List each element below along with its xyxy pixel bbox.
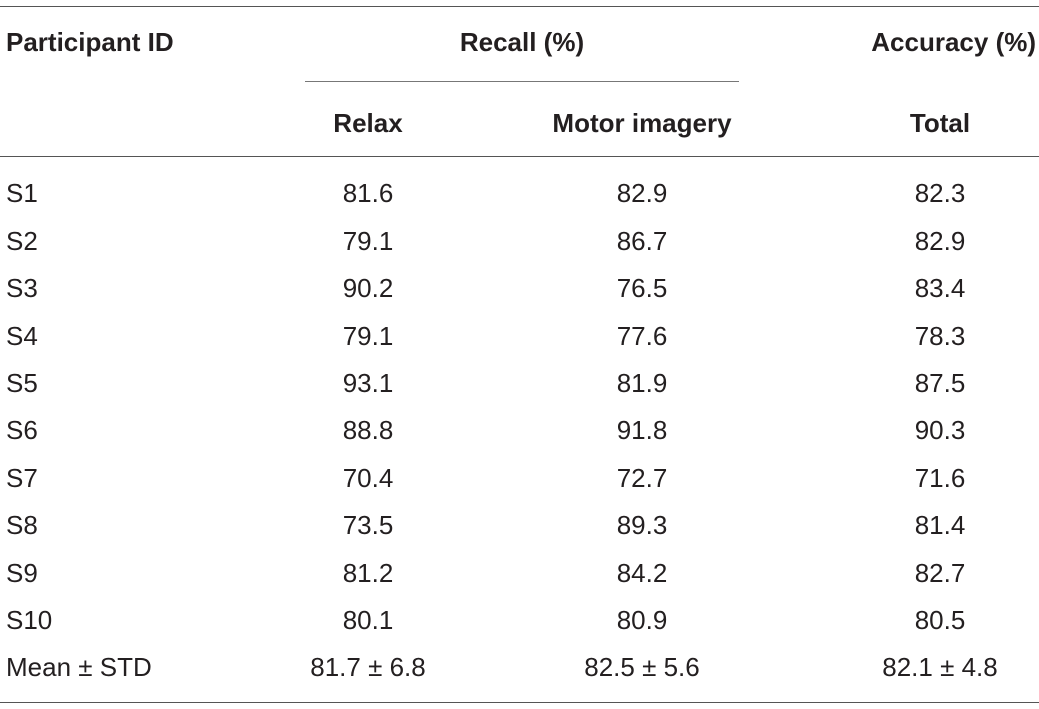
cell-total: 82.9 bbox=[914, 226, 966, 256]
header-bottom-rule bbox=[0, 156, 1039, 157]
cell-participant-id: S4 bbox=[6, 321, 38, 351]
cell-motor-imagery: 77.6 bbox=[616, 321, 668, 351]
cell-motor-imagery: 82.5 ± 5.6 bbox=[584, 652, 700, 682]
cell-participant-id: S3 bbox=[6, 273, 38, 303]
cell-motor-imagery: 80.9 bbox=[616, 605, 668, 635]
cell-participant-id: S9 bbox=[6, 558, 38, 588]
cell-relax: 81.6 bbox=[342, 178, 394, 208]
cell-relax: 80.1 bbox=[342, 605, 394, 635]
cell-relax: 93.1 bbox=[342, 368, 394, 398]
cell-total: 83.4 bbox=[914, 273, 966, 303]
table-top-rule bbox=[0, 6, 1039, 7]
cell-motor-imagery: 91.8 bbox=[616, 415, 668, 445]
cell-motor-imagery: 86.7 bbox=[616, 226, 668, 256]
cell-relax: 90.2 bbox=[342, 273, 394, 303]
cell-total: 90.3 bbox=[914, 415, 966, 445]
cell-participant-id: S2 bbox=[6, 226, 38, 256]
header-total: Total bbox=[909, 108, 971, 138]
cell-total: 71.6 bbox=[914, 463, 966, 493]
cell-participant-id: S10 bbox=[6, 605, 53, 635]
header-participant-id: Participant ID bbox=[6, 27, 174, 57]
cell-total: 87.5 bbox=[914, 368, 966, 398]
cell-participant-id: S1 bbox=[6, 178, 38, 208]
cell-participant-id: S7 bbox=[6, 463, 38, 493]
cell-participant-id: S6 bbox=[6, 415, 38, 445]
cell-relax: 88.8 bbox=[342, 415, 394, 445]
header-relax: Relax bbox=[333, 108, 403, 138]
cell-total: 80.5 bbox=[914, 605, 966, 635]
cell-relax: 79.1 bbox=[342, 321, 394, 351]
cell-motor-imagery: 72.7 bbox=[616, 463, 668, 493]
cell-participant-id: S5 bbox=[6, 368, 38, 398]
header-recall: Recall (%) bbox=[459, 27, 585, 57]
cell-motor-imagery: 81.9 bbox=[616, 368, 668, 398]
cell-motor-imagery: 76.5 bbox=[616, 273, 668, 303]
cell-participant-id: S8 bbox=[6, 510, 38, 540]
cell-relax: 81.2 bbox=[342, 558, 394, 588]
header-motor-imagery: Motor imagery bbox=[552, 108, 732, 138]
table-bottom-rule bbox=[0, 702, 1039, 703]
cell-relax: 73.5 bbox=[342, 510, 394, 540]
cell-motor-imagery: 82.9 bbox=[616, 178, 668, 208]
cell-relax: 81.7 ± 6.8 bbox=[310, 652, 426, 682]
cell-relax: 79.1 bbox=[342, 226, 394, 256]
cell-relax: 70.4 bbox=[342, 463, 394, 493]
cell-total: 78.3 bbox=[914, 321, 966, 351]
header-accuracy: Accuracy (%) bbox=[871, 27, 1036, 57]
cell-total: 81.4 bbox=[914, 510, 966, 540]
cell-total: 82.3 bbox=[914, 178, 966, 208]
cell-participant-id: Mean ± STD bbox=[6, 652, 152, 682]
cell-total: 82.7 bbox=[914, 558, 966, 588]
recall-spanner-rule bbox=[305, 81, 739, 82]
cell-total: 82.1 ± 4.8 bbox=[882, 652, 998, 682]
cell-motor-imagery: 84.2 bbox=[616, 558, 668, 588]
cell-motor-imagery: 89.3 bbox=[616, 510, 668, 540]
